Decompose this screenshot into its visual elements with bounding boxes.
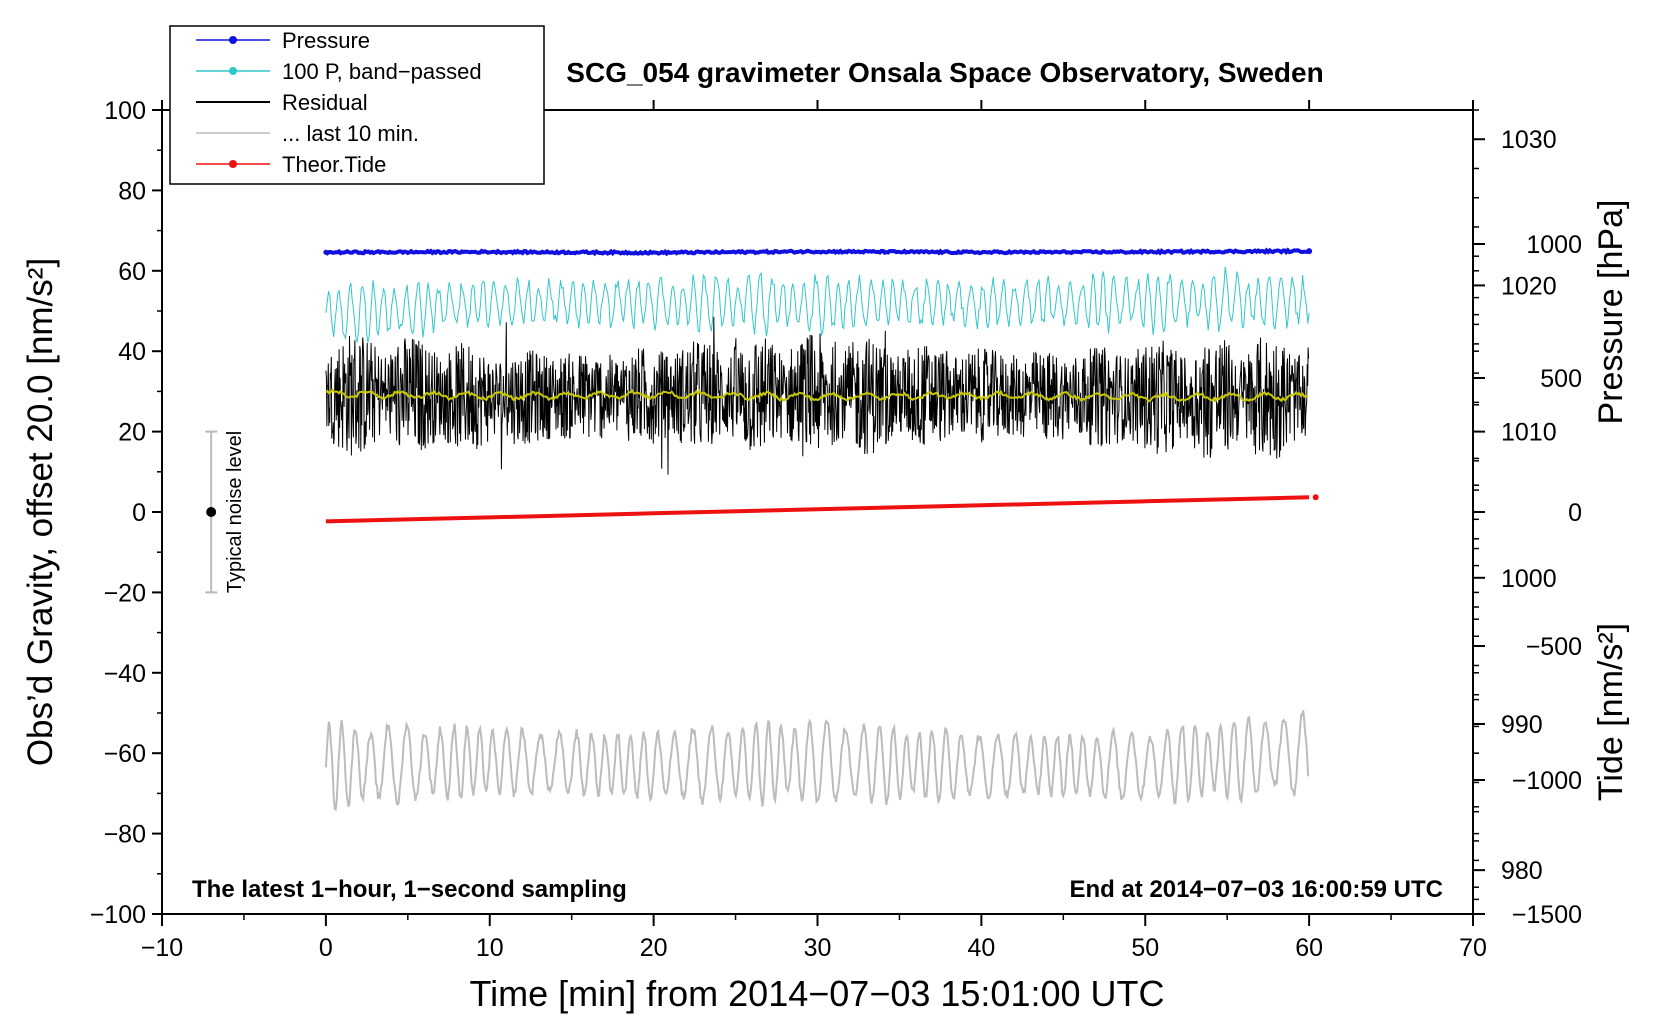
legend-marker xyxy=(229,36,237,44)
y-tick-label: −60 xyxy=(104,740,146,768)
series-theoretical-tide xyxy=(325,495,1310,524)
y-tick-label: −100 xyxy=(90,901,146,929)
legend-label: Pressure xyxy=(282,28,370,53)
axes: −10 0 10 20 30 40 50 60 70−100−80−60−40−20020406… xyxy=(90,97,1582,962)
pressure-start-point xyxy=(323,249,329,255)
tide-tick-label: −1000 xyxy=(1512,767,1582,795)
legend-box xyxy=(169,25,545,185)
y-tick-label: 40 xyxy=(118,338,146,366)
series-residual xyxy=(325,316,1310,475)
series-residual-smoothed xyxy=(325,388,1309,403)
y-tick-label: −20 xyxy=(104,579,146,607)
y-axis-label-tide: Tide [nm/s²] xyxy=(1592,623,1630,801)
y-tick-label: 0 xyxy=(132,499,146,527)
chart-title: SCG_054 gravimeter Onsala Space Observat… xyxy=(566,57,1323,88)
x-tick-label: 60 xyxy=(1295,934,1323,962)
tide-tick-label: 500 xyxy=(1540,365,1582,393)
x-tick-label: 70 xyxy=(1459,934,1487,962)
y-tick-label: −40 xyxy=(104,660,146,688)
tide-tick-label: 0 xyxy=(1568,499,1582,527)
x-tick-label: 10 xyxy=(476,934,504,962)
legend-marker xyxy=(229,160,237,168)
x-tick-label: 50 xyxy=(1131,934,1159,962)
note-right: End at 2014−07−03 16:00:59 UTC xyxy=(1069,876,1443,903)
pressure-tick-label: 1000 xyxy=(1501,565,1557,593)
pressure-tick-label: 1030 xyxy=(1501,126,1557,154)
tide-end-point xyxy=(1312,494,1319,501)
legend-label: Residual xyxy=(282,90,368,115)
tide-tick-label: −500 xyxy=(1526,633,1582,661)
tide-tick-label: 1000 xyxy=(1526,231,1582,259)
legend-label: Theor.Tide xyxy=(282,152,386,177)
pressure-tick-label: 1010 xyxy=(1501,419,1557,447)
legend-marker xyxy=(229,67,237,75)
x-axis-label: Time [min] from 2014−07−03 15:01:00 UTC xyxy=(469,973,1164,1014)
tide-tick-label: −1500 xyxy=(1512,901,1582,929)
pressure-tick-label: 1020 xyxy=(1501,272,1557,300)
pressure-end-point xyxy=(1306,248,1313,255)
noise-label: Typical noise level xyxy=(224,431,246,593)
plot-area xyxy=(323,247,1319,812)
series-last-10-min xyxy=(324,710,1310,812)
legend: Pressure 100 P, band−passed Residual ... la… xyxy=(169,25,545,185)
y-tick-label: −80 xyxy=(104,821,146,849)
legend-label: ... last 10 min. xyxy=(282,121,419,146)
note-left: The latest 1−hour, 1−second sampling xyxy=(192,876,627,903)
plot-frame xyxy=(161,109,1474,915)
y-axis-label-left: Obs’d Gravity, offset 20.0 [nm/s²] xyxy=(21,258,60,766)
pressure-tick-label: 990 xyxy=(1501,711,1543,739)
noise-indicator: Typical noise level xyxy=(205,430,246,594)
x-tick-label: 20 xyxy=(640,934,668,962)
series-bandpassed-pressure xyxy=(325,266,1310,344)
y-axis-label-pressure: Pressure [hPa] xyxy=(1592,200,1630,425)
legend-label: 100 P, band−passed xyxy=(282,59,482,84)
x-tick-label: 0 xyxy=(319,934,333,962)
x-tick-label: −10 xyxy=(141,934,183,962)
y-tick-label: 20 xyxy=(118,419,146,447)
y-tick-label: 80 xyxy=(118,177,146,205)
x-tick-label: 40 xyxy=(967,934,995,962)
noise-bar-center xyxy=(206,507,217,517)
y-tick-label: 100 xyxy=(104,97,146,125)
series-pressure xyxy=(324,247,1308,257)
pressure-tick-label: 980 xyxy=(1501,857,1543,885)
y-tick-label: 60 xyxy=(118,258,146,286)
x-tick-label: 30 xyxy=(804,934,832,962)
